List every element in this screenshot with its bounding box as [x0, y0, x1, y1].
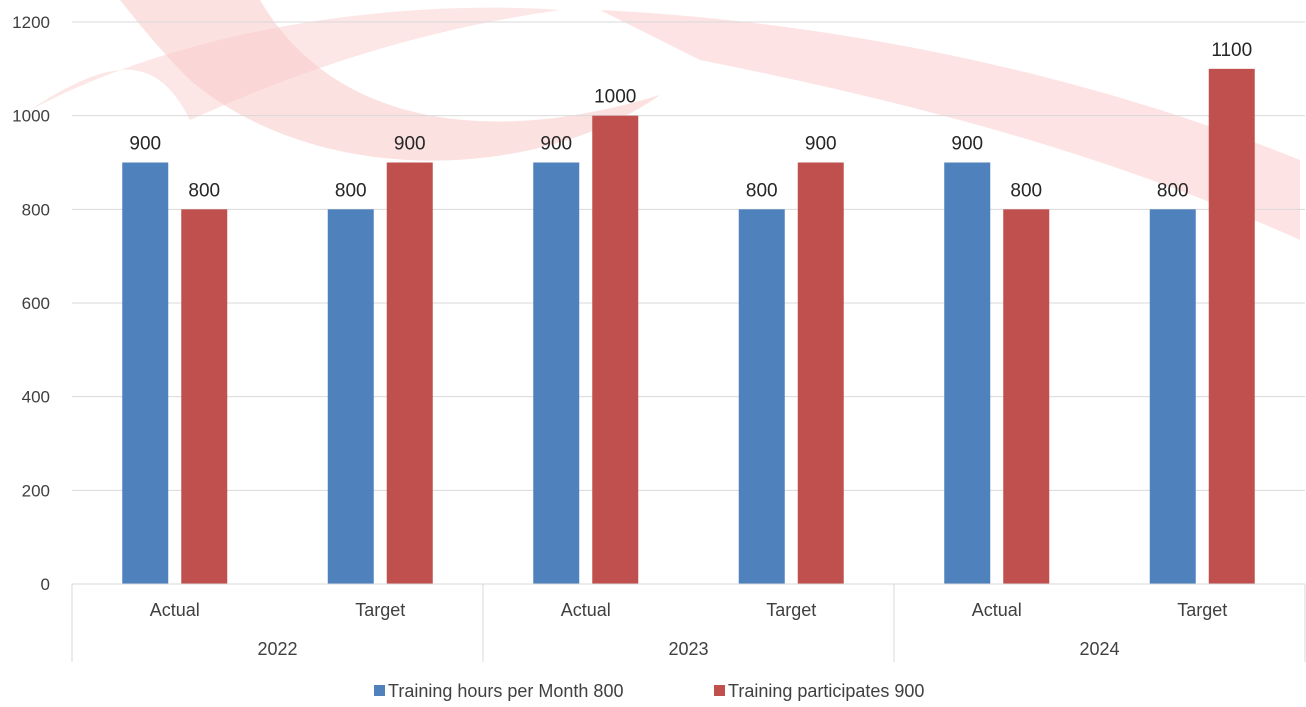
data-label: 1000: [594, 87, 636, 108]
data-labels: 900 800 900 800 900 800 800 900 1000 900 800 1100: [129, 40, 1252, 201]
data-label: 800: [746, 180, 778, 201]
y-tick-label: 200: [22, 481, 50, 500]
data-label: 900: [805, 134, 837, 155]
x-category-label: Actual: [150, 600, 200, 620]
x-category-label: Actual: [561, 600, 611, 620]
y-tick-label: 600: [22, 294, 50, 313]
data-label: 800: [1157, 180, 1189, 201]
bar: [797, 162, 844, 584]
x-group-label: 2022: [257, 639, 297, 659]
data-label: 900: [540, 134, 572, 155]
x-group-label: 2023: [668, 639, 708, 659]
data-label: 1100: [1211, 40, 1252, 61]
x-category-label: Actual: [972, 600, 1022, 620]
bar: [533, 162, 580, 584]
y-tick-label: 800: [22, 200, 50, 219]
x-category-label: Target: [1177, 600, 1227, 620]
y-tick-label: 0: [41, 575, 50, 594]
y-tick-label: 1000: [12, 107, 50, 126]
y-tick-label: 400: [22, 388, 50, 407]
y-tick-label: 1200: [12, 13, 50, 32]
bar: [1208, 68, 1255, 585]
data-label: 800: [188, 180, 220, 201]
x-category-label: Target: [766, 600, 816, 620]
x-axis: Actual Target Actual Target Actual Target 2022…: [71, 583, 1306, 662]
legend-label: Training hours per Month 800: [388, 681, 623, 701]
data-label: 800: [1010, 180, 1042, 201]
bar: [181, 209, 228, 585]
legend: Training hours per Month 800 Training par…: [374, 681, 924, 701]
x-group-label: 2024: [1079, 639, 1119, 659]
legend-swatch: [374, 685, 385, 696]
data-label: 900: [394, 134, 426, 155]
bars: [122, 68, 1255, 585]
data-label: 800: [335, 180, 367, 201]
bar: [944, 162, 991, 584]
bar: [1003, 209, 1050, 585]
swoosh-watermark: [30, 0, 1300, 240]
legend-label: Training participates 900: [728, 681, 924, 701]
bar: [1149, 209, 1196, 585]
bar: [327, 209, 374, 585]
gridlines: [72, 21, 1305, 491]
bar: [738, 209, 785, 585]
x-category-label: Target: [355, 600, 405, 620]
y-axis-tick-labels: 0 200 400 600 800 1000 1200: [12, 13, 50, 594]
data-label: 900: [129, 134, 161, 155]
bar: [592, 115, 639, 585]
data-label: 900: [951, 134, 983, 155]
bar: [386, 162, 433, 584]
legend-swatch: [714, 685, 725, 696]
bar: [122, 162, 169, 584]
